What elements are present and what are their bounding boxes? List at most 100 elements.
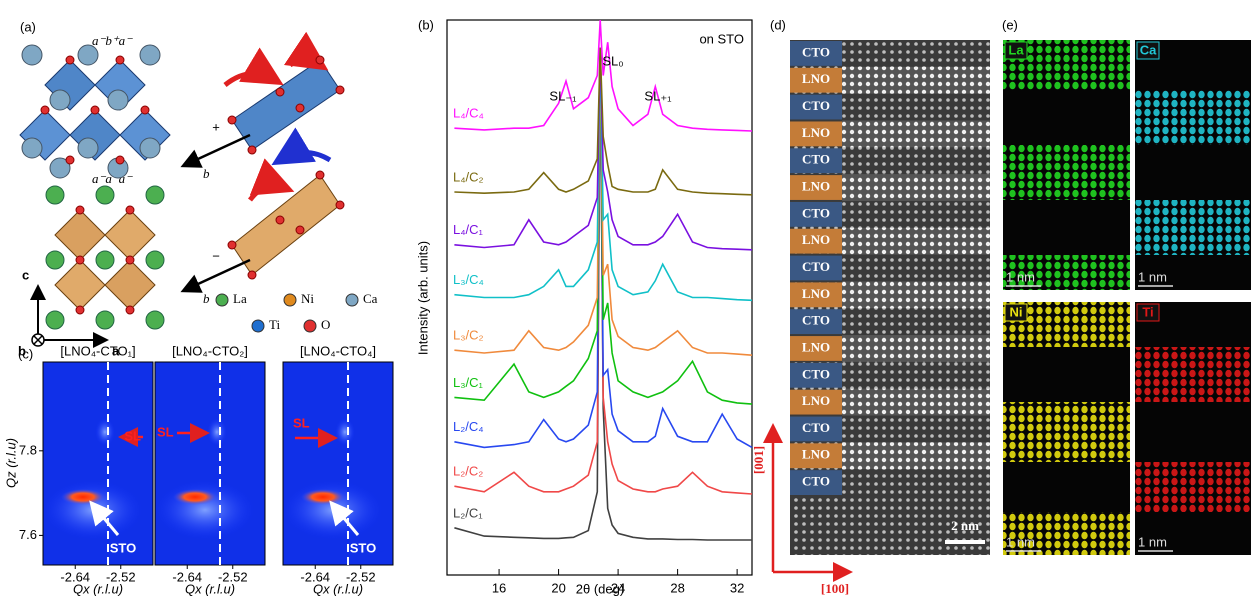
layer-label: CTO — [802, 313, 830, 328]
legend-swatch — [283, 293, 297, 307]
layer-label: LNO — [802, 179, 830, 194]
sl-label: SL — [124, 428, 141, 443]
layer-label: LNO — [802, 286, 830, 301]
y-tick-label: 7.8 — [19, 442, 37, 457]
x-tick-label: 20 — [551, 580, 565, 595]
layer-box — [790, 389, 842, 415]
direction-label: [100] — [821, 581, 849, 596]
legend-label: La — [233, 291, 247, 306]
bright-layer — [842, 281, 990, 309]
structure-bottom — [54, 209, 156, 311]
layer-label: CTO — [802, 98, 830, 113]
layer-box — [790, 121, 842, 147]
axis-label: c — [22, 267, 29, 282]
layer-box — [790, 41, 842, 66]
annotation: SL₊₁ — [644, 88, 672, 103]
series-label: L₃/C₂ — [453, 328, 484, 343]
element-tag — [1004, 41, 1028, 60]
legend-label: Ca — [363, 291, 378, 306]
scale-bar — [945, 540, 985, 544]
layer-label: CTO — [802, 474, 830, 489]
la-atom — [45, 250, 65, 270]
bright-layer — [842, 388, 990, 416]
o-atom — [295, 225, 305, 235]
series-label: L₃/C₄ — [453, 272, 484, 287]
bright-layer — [842, 335, 990, 362]
element-band — [1135, 347, 1251, 402]
la-atom — [145, 250, 165, 270]
layer-box — [790, 94, 842, 120]
sl-label: SL — [293, 415, 310, 430]
map-title: [LNO₄-CTO₄] — [300, 343, 376, 358]
la-atom — [145, 310, 165, 330]
panel-label: (e) — [1002, 17, 1018, 32]
panel-label: (a) — [20, 19, 36, 34]
o-atom — [125, 205, 135, 215]
y-tick-label: 7.6 — [19, 527, 37, 542]
o-atom — [247, 270, 257, 280]
layer-label: LNO — [802, 125, 830, 140]
o-atom — [65, 55, 75, 65]
layer-label: LNO — [802, 447, 830, 462]
eds-map — [1135, 302, 1251, 555]
o-atom — [125, 255, 135, 265]
ca-atom — [21, 44, 43, 66]
scale-label: 1 nm — [1138, 269, 1167, 284]
x-tick-label: -2.64 — [300, 569, 330, 584]
scale-label: 1 nm — [1138, 534, 1167, 549]
panel-label: (b) — [418, 17, 434, 32]
xrd-curve — [454, 47, 753, 196]
ca-atom — [77, 137, 99, 159]
scale-label: 1 nm — [1006, 534, 1035, 549]
x-axis-label: Qx (r.l.u) — [313, 581, 363, 596]
layer-box — [790, 362, 842, 388]
o-atom — [335, 85, 345, 95]
legend-label: Ni — [301, 291, 314, 306]
xrd-curve — [454, 19, 753, 132]
o-atom — [90, 105, 100, 115]
tilt-sign: − — [212, 248, 220, 263]
xrd-curve — [454, 47, 753, 405]
layer-box — [790, 309, 842, 335]
layer-label: LNO — [802, 393, 830, 408]
o-atom — [40, 105, 50, 115]
element-band — [1003, 255, 1130, 290]
element-band — [1135, 200, 1251, 255]
layer-box — [790, 336, 842, 361]
bright-layer — [842, 120, 990, 148]
x-tick-label: 24 — [611, 580, 625, 595]
rsm-peak — [173, 489, 217, 505]
panel-label: (d) — [770, 17, 786, 32]
o-atom — [125, 305, 135, 315]
x-tick-label: -2.52 — [346, 569, 376, 584]
x-tick-label: -2.52 — [218, 569, 248, 584]
o-atom — [65, 155, 75, 165]
layer-box — [790, 443, 842, 469]
x-tick-label: 16 — [492, 580, 506, 595]
o-atom — [115, 55, 125, 65]
sto-arrow — [329, 500, 360, 536]
scale-label: 2 nm — [951, 518, 979, 533]
ca-atom — [49, 89, 71, 111]
legend-swatch — [303, 319, 317, 333]
sto-arrow — [89, 500, 120, 536]
o-atom — [295, 103, 305, 113]
element-band — [1003, 145, 1130, 200]
o-atom — [227, 115, 237, 125]
series-label: L₂/C₄ — [453, 419, 484, 434]
element-band — [1135, 462, 1251, 512]
layer-box — [790, 67, 842, 93]
element-band — [1003, 512, 1130, 555]
ca-atom — [139, 44, 161, 66]
panel-e: (e) La 1 nm Ca 1 nm Ni 1 nm Ti 1 nm — [1002, 17, 1251, 555]
la-atom — [95, 185, 115, 205]
ca-atom — [21, 137, 43, 159]
series-label: L₄/C₂ — [453, 169, 484, 184]
y-axis-label: Qz (r.l.u) — [3, 438, 18, 488]
layer-label: LNO — [802, 339, 830, 354]
layer-box — [790, 148, 842, 174]
o-atom — [227, 240, 237, 250]
layer-box — [790, 201, 842, 227]
